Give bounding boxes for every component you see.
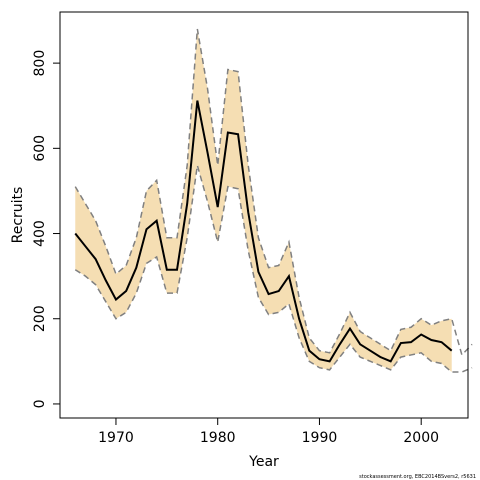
x-axis-label: Year	[248, 454, 279, 470]
x-tick-label: 1990	[302, 430, 338, 446]
plot-frame	[59, 11, 469, 419]
x-tick-label: 1970	[98, 430, 134, 446]
y-tick-label: 400	[32, 220, 48, 247]
y-tick-label: 600	[32, 135, 48, 162]
y-tick-label: 0	[32, 399, 48, 408]
estimate-line	[74, 100, 453, 363]
y-axis-label: Recruits	[10, 187, 26, 244]
bound-line	[74, 28, 473, 357]
y-tick-label: 800	[32, 50, 48, 77]
x-tick-label: 1980	[200, 430, 236, 446]
confidence-band	[75, 29, 452, 372]
bound-line	[74, 165, 473, 373]
footnote: stockassessment.org, EBC2014BSvers2, r56…	[359, 474, 476, 480]
y-tick-label: 200	[32, 305, 48, 332]
x-tick-label: 2000	[403, 430, 439, 446]
